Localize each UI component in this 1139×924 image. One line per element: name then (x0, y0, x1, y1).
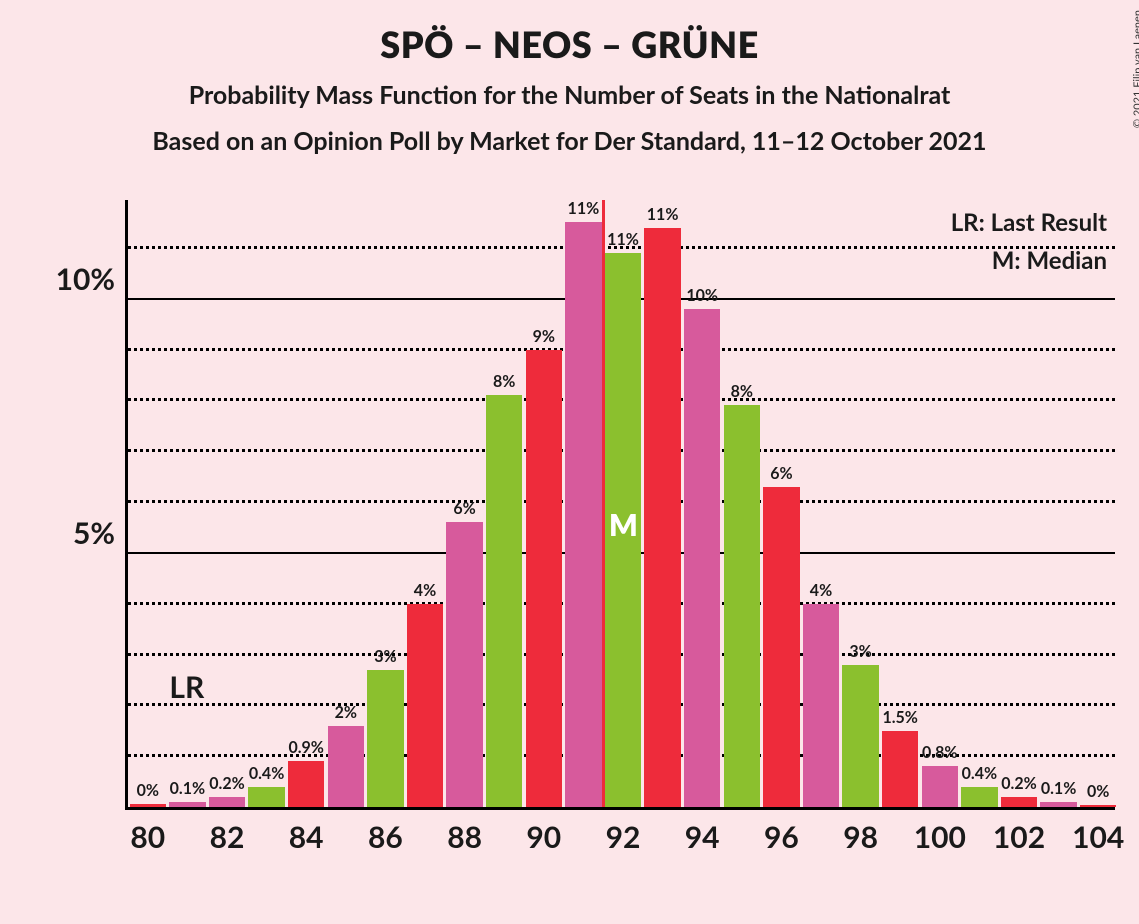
bar (842, 665, 878, 807)
bar-value-label: 0.1% (1041, 779, 1076, 798)
bar-value-label: 0% (137, 781, 159, 800)
bar-value-label: 4% (810, 581, 832, 600)
x-axis-tick-label: 88 (447, 819, 482, 855)
last-result-marker: LR (169, 669, 204, 705)
bar-value-label: 0% (1087, 782, 1109, 801)
bar-value-label: 3% (849, 642, 871, 661)
x-axis-tick-label: 86 (368, 819, 403, 855)
bar-value-label: 0.2% (1001, 774, 1036, 793)
chart-title: SPÖ – NEOS – GRÜNE (0, 0, 1139, 66)
bar (288, 761, 324, 807)
bar-value-label: 10% (686, 286, 718, 305)
bar (209, 797, 245, 807)
x-axis-tick-label: 96 (764, 819, 799, 855)
y-axis-tick-label: 10% (56, 261, 115, 297)
bar (367, 670, 403, 807)
bar (446, 522, 482, 807)
bar (1001, 797, 1037, 807)
bar (407, 604, 443, 807)
bar (961, 787, 997, 807)
chart-subtitle-2: Based on an Opinion Poll by Market for D… (0, 126, 1139, 156)
x-axis-tick-label: 100 (914, 819, 966, 855)
x-axis-tick-label: 80 (130, 819, 165, 855)
bar-value-label: 0.1% (170, 779, 205, 798)
x-axis-tick-label: 98 (843, 819, 878, 855)
bar-value-label: 0.4% (962, 764, 997, 783)
x-axis-tick-label: 102 (993, 819, 1045, 855)
bar (130, 804, 166, 807)
median-line (602, 200, 605, 807)
bar (486, 395, 522, 807)
chart-container: © 2021 Filip van Laenen SPÖ – NEOS – GRÜ… (0, 0, 1139, 924)
bar (882, 731, 918, 807)
bar (922, 766, 958, 807)
legend-last-result: LR: Last Result (951, 208, 1107, 237)
bar-value-label: 0.4% (249, 764, 284, 783)
bar (1080, 805, 1116, 807)
x-axis-tick-label: 104 (1072, 819, 1124, 855)
x-axis-tick-label: 90 (526, 819, 561, 855)
bar-value-label: 0.9% (288, 738, 323, 757)
bar-value-label: 0.8% (922, 743, 957, 762)
bar-value-label: 8% (493, 372, 515, 391)
bar-value-label: 6% (453, 499, 475, 518)
bar-value-label: 8% (731, 382, 753, 401)
bar-value-label: 0.2% (209, 774, 244, 793)
plot-area: LR: Last Result M: Median 5%10%808284868… (125, 200, 1115, 810)
bar (328, 726, 364, 807)
bar (1040, 802, 1076, 807)
bar (763, 487, 799, 807)
bar-value-label: 1.5% (882, 708, 917, 727)
bar-value-label: 11% (568, 199, 600, 218)
bar-value-label: 6% (770, 464, 792, 483)
bar (248, 787, 284, 807)
y-axis-tick-label: 5% (73, 515, 115, 551)
bar-value-label: 11% (607, 230, 639, 249)
bar-value-label: 9% (533, 327, 555, 346)
bar-value-label: 4% (414, 581, 436, 600)
legend-median: M: Median (992, 246, 1107, 275)
bar (526, 350, 562, 808)
x-axis-tick-label: 82 (210, 819, 245, 855)
x-axis-tick-label: 94 (685, 819, 720, 855)
bar (684, 309, 720, 807)
bar (169, 802, 205, 807)
bar-value-label: 2% (335, 703, 357, 722)
x-axis-tick-label: 84 (289, 819, 324, 855)
bar (644, 228, 680, 808)
bar (724, 405, 760, 807)
bar (803, 604, 839, 807)
copyright-text: © 2021 Filip van Laenen (1131, 10, 1139, 128)
bar-value-label: 3% (374, 647, 396, 666)
median-marker: M (609, 507, 638, 543)
x-axis-tick-label: 92 (606, 819, 641, 855)
bar (565, 222, 601, 807)
chart-subtitle-1: Probability Mass Function for the Number… (0, 80, 1139, 110)
bar-value-label: 11% (647, 205, 679, 224)
